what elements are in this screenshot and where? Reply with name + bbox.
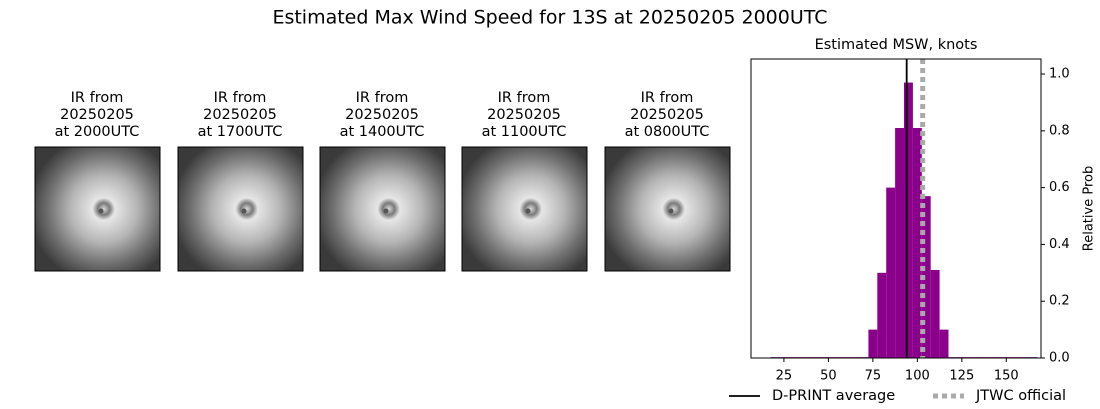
ir-image: [177, 146, 304, 272]
storm-eye: [525, 208, 531, 214]
storm-eye: [668, 208, 674, 214]
storm-eye: [98, 208, 104, 214]
bar: [886, 187, 896, 358]
panel-title: IR from: [71, 90, 124, 106]
bar: [868, 329, 878, 358]
panel-title: IR from: [356, 90, 409, 106]
y-tick-label: 0.8: [1049, 123, 1070, 138]
bar: [912, 128, 922, 358]
legend-label: D-PRINT average: [772, 388, 895, 404]
y-tick-label: 0.6: [1049, 180, 1070, 195]
y-tick-label: 0.0: [1049, 351, 1070, 366]
bar: [939, 329, 949, 358]
panel-title: at 1400UTC: [340, 124, 425, 140]
x-tick-label: 125: [949, 369, 974, 384]
x-tick-label: 25: [776, 369, 793, 384]
bar: [921, 196, 931, 358]
bar: [877, 272, 887, 358]
y-tick-label: 1.0: [1049, 67, 1070, 82]
panel-title: at 0800UTC: [625, 124, 710, 140]
axes-title: Estimated MSW, knots: [815, 37, 978, 53]
bar: [904, 82, 913, 358]
x-tick-label: 150: [994, 369, 1019, 384]
panel-title: 20250205: [345, 107, 419, 123]
bar: [930, 269, 940, 358]
ir-image: [461, 146, 588, 272]
y-tick-label: 0.2: [1049, 294, 1070, 309]
storm-eye: [383, 208, 389, 214]
histogram: Estimated MSW, knots D-PRINT average JTWC …: [729, 37, 1097, 404]
bar: [895, 128, 905, 358]
figure-title: Estimated Max Wind Speed for 13S at 2025…: [272, 7, 827, 29]
panel-title: at 1700UTC: [198, 124, 283, 140]
legend-label: JTWC official: [975, 388, 1066, 404]
panel-title: at 2000UTC: [55, 124, 140, 140]
ir-image: [34, 146, 161, 272]
panel-title: 20250205: [60, 107, 134, 123]
x-tick-label: 75: [865, 369, 882, 384]
axes-frame: [750, 58, 1042, 359]
ir-image: [604, 146, 731, 272]
storm-eye: [241, 208, 247, 214]
panel-title: 20250205: [203, 107, 277, 123]
x-tick-label: 50: [820, 369, 837, 384]
ir-image: [319, 146, 446, 272]
panel-title: IR from: [498, 90, 551, 106]
y-tick-label: 0.4: [1049, 237, 1070, 252]
panel-title: IR from: [214, 90, 267, 106]
panel-title: 20250205: [487, 107, 561, 123]
x-tick-label: 100: [905, 369, 930, 384]
panel-title: at 1100UTC: [482, 124, 567, 140]
panel-title: IR from: [641, 90, 694, 106]
y-axis-label: Relative Prob: [1082, 166, 1097, 251]
panel-title: 20250205: [630, 107, 704, 123]
